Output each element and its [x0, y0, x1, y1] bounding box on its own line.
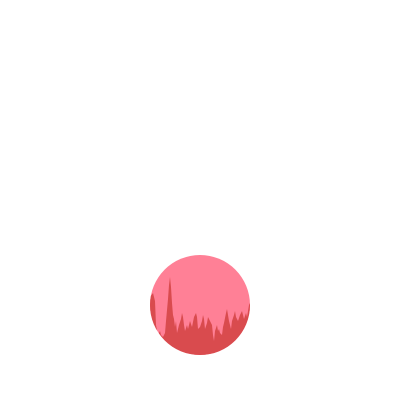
- city-skyline-icon: [150, 255, 250, 355]
- skyline-silhouette: [150, 277, 250, 355]
- skyline-badge: [150, 255, 250, 355]
